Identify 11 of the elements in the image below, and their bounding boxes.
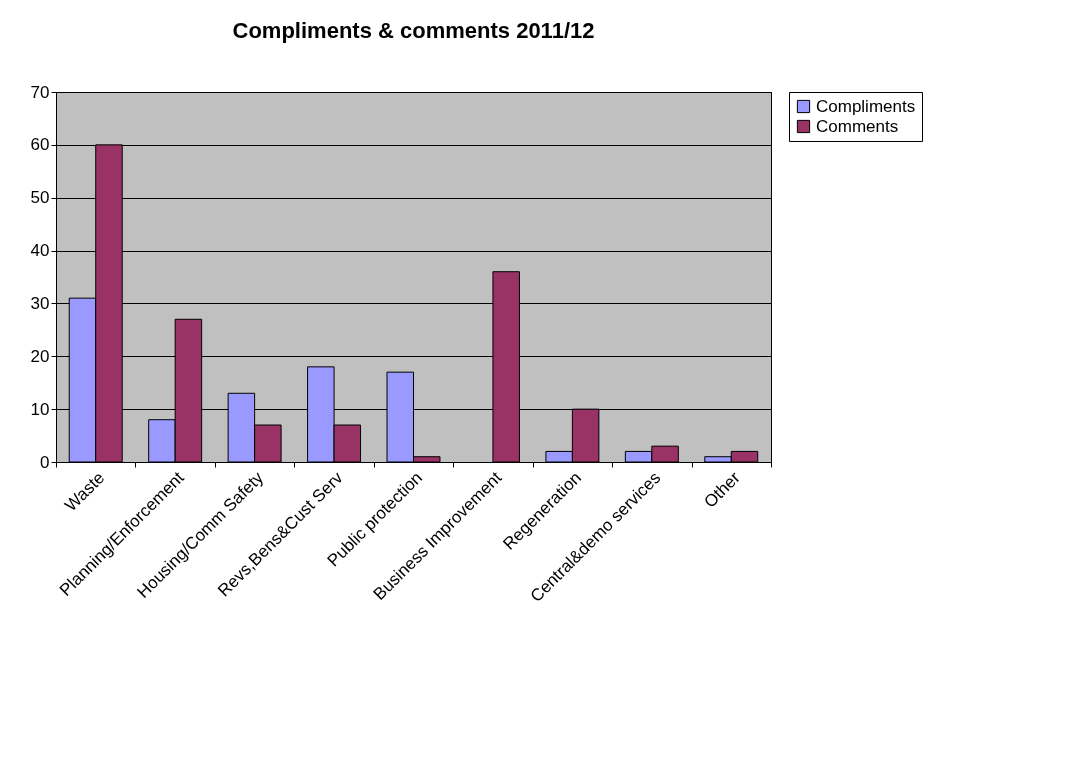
legend-label: Comments bbox=[816, 116, 899, 136]
y-tick-label: 70 bbox=[30, 82, 50, 102]
y-tick-label: 30 bbox=[30, 293, 50, 313]
y-tick-label: 60 bbox=[30, 135, 50, 155]
y-tick-label: 0 bbox=[40, 452, 50, 472]
legend-label: Compliments bbox=[816, 96, 916, 116]
y-tick-label: 10 bbox=[30, 399, 50, 419]
chart-title: Compliments & comments 2011/12 bbox=[232, 18, 595, 43]
y-tick-label: 20 bbox=[30, 346, 50, 366]
y-tick-label: 50 bbox=[30, 188, 50, 208]
y-tick-label: 40 bbox=[30, 241, 50, 261]
